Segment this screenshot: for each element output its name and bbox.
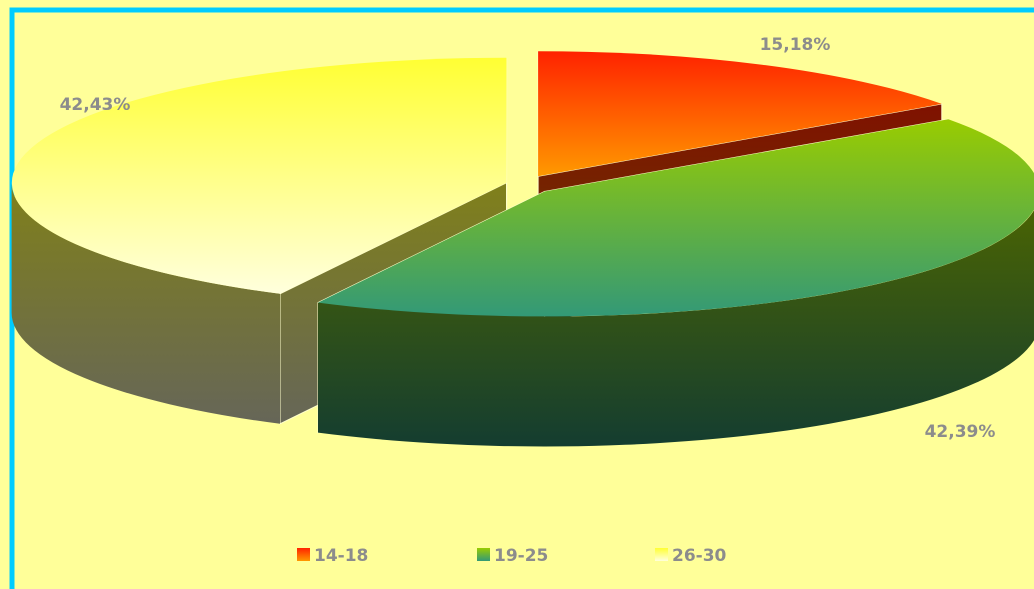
legend-label: 19-25 — [494, 546, 548, 566]
labels: 15,18% 42,39% 42,43% — [60, 35, 996, 442]
slice-side — [11, 182, 280, 424]
slice-side — [318, 210, 1034, 447]
data-label: 15,18% — [760, 35, 831, 55]
slice-top — [538, 51, 942, 177]
legend-swatch — [655, 548, 668, 561]
legend: 14-18 19-25 26-30 — [297, 546, 727, 566]
slice-top — [318, 119, 1034, 317]
slice-top — [11, 57, 507, 294]
frame — [9, 7, 1034, 589]
data-label: 42,39% — [925, 422, 996, 442]
legend-label: 14-18 — [314, 546, 368, 566]
legend-swatch — [297, 548, 310, 561]
pie — [11, 51, 1034, 447]
legend-swatch — [477, 548, 490, 561]
data-label: 42,43% — [60, 95, 131, 115]
legend-label: 26-30 — [672, 546, 727, 566]
